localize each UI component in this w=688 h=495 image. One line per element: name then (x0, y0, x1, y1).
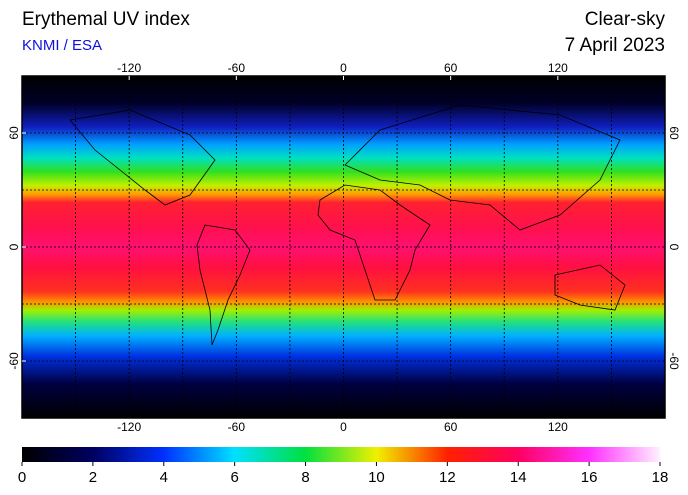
lon-label-bottom: -60 (228, 420, 246, 434)
lat-label-right: 0 (667, 244, 681, 251)
colorbar-label: 4 (160, 469, 168, 486)
colorbar-label: 18 (652, 469, 669, 486)
lon-label-top: -120 (117, 61, 141, 75)
date: 7 April 2023 (565, 35, 665, 56)
lat-label-right: 60 (667, 126, 681, 140)
colorbar-label: 6 (230, 469, 238, 486)
lon-label-bottom: -120 (117, 420, 141, 434)
colorbar-label: 14 (510, 469, 527, 486)
colorbar (22, 447, 660, 462)
title: Erythemal UV index (22, 9, 190, 30)
lon-label-bottom: 120 (548, 420, 568, 434)
lat-label-left: -60 (7, 352, 21, 370)
lon-label-top: 120 (548, 61, 568, 75)
graticule (22, 76, 665, 418)
lat-label-left: 0 (7, 243, 21, 250)
colorbar-label: 10 (368, 469, 385, 486)
colorbar-label: 8 (301, 469, 309, 486)
lon-label-top: -60 (228, 61, 246, 75)
source: KNMI / ESA (22, 37, 102, 54)
lon-label-bottom: 0 (340, 420, 347, 434)
lon-label-bottom: 60 (444, 420, 458, 434)
colorbar-label: 2 (89, 469, 97, 486)
lon-label-top: 60 (444, 61, 458, 75)
coastlines (69, 104, 626, 346)
colorbar-label: 12 (439, 469, 456, 486)
lat-label-left: 60 (7, 126, 21, 140)
lon-label-top: 0 (340, 61, 347, 75)
condition: Clear-sky (585, 9, 666, 30)
colorbar-label: 16 (581, 469, 598, 486)
colorbar-label: 0 (18, 469, 26, 486)
lat-label-right: -60 (667, 352, 681, 370)
